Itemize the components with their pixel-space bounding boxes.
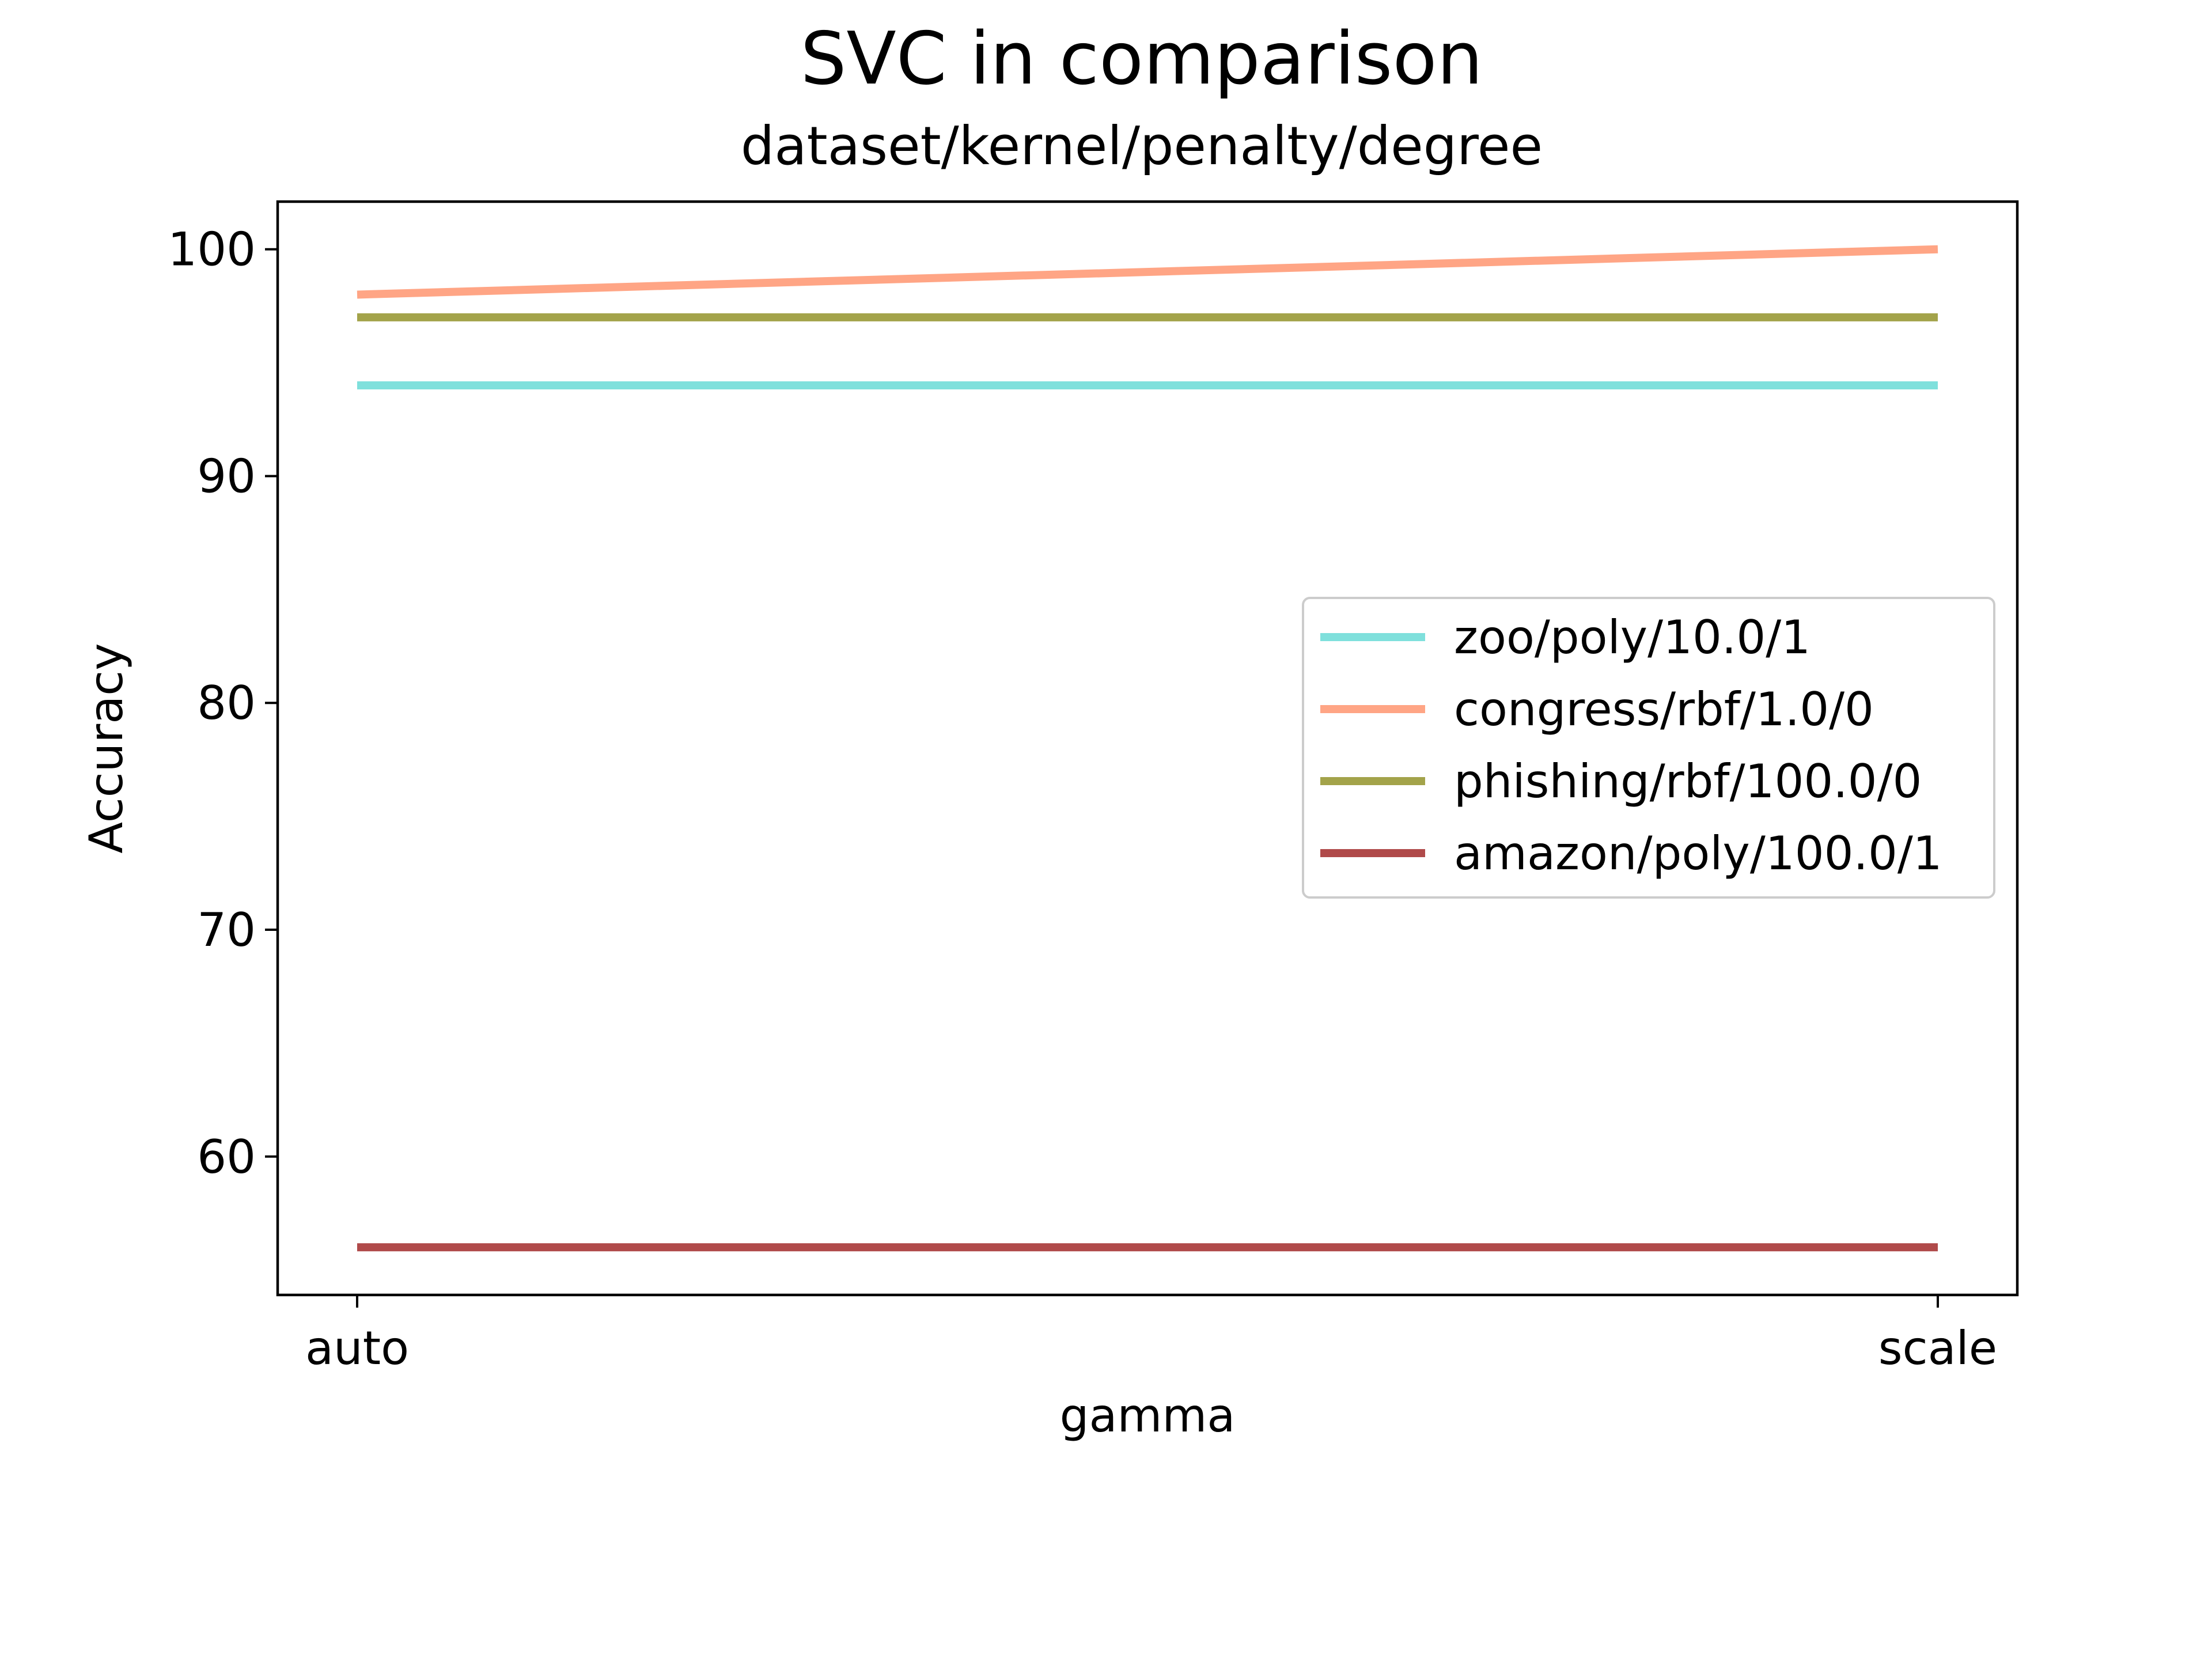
- legend-label: congress/rbf/1.0/0: [1454, 683, 1874, 736]
- chart-title: SVC in comparison: [801, 16, 1483, 101]
- chart-subtitle: dataset/kernel/penalty/degree: [741, 115, 1543, 177]
- x-axis-label: gamma: [1060, 1389, 1236, 1442]
- legend-label: zoo/poly/10.0/1: [1454, 611, 1810, 664]
- x-tick-label: auto: [305, 1321, 409, 1375]
- legend: zoo/poly/10.0/1 congress/rbf/1.0/0 phishin…: [1302, 597, 1995, 899]
- legend-box: [1302, 597, 1995, 899]
- x-tick-label: scale: [1878, 1321, 1997, 1375]
- plot-frame: [276, 200, 2019, 1297]
- series-line-1: [357, 245, 1938, 299]
- y-tick-label: 90: [197, 449, 256, 503]
- y-tick-label: 70: [197, 903, 256, 957]
- legend-label: amazon/poly/100.0/1: [1454, 827, 1942, 880]
- y-tick-label: 80: [197, 676, 256, 730]
- y-axis-label: Accuracy: [79, 643, 133, 853]
- y-tick-label: 100: [168, 223, 256, 276]
- y-tick-label: 60: [197, 1130, 256, 1184]
- legend-label: phishing/rbf/100.0/0: [1454, 755, 1922, 808]
